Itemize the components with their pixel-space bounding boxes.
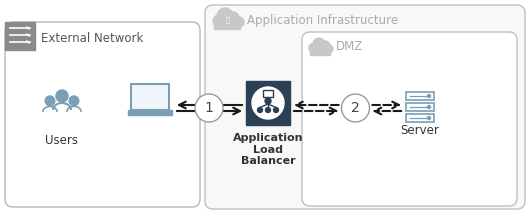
Text: Server: Server — [401, 124, 439, 137]
Bar — [406, 114, 434, 122]
Circle shape — [45, 96, 55, 106]
Bar — [131, 84, 169, 110]
Circle shape — [234, 17, 244, 27]
Circle shape — [428, 95, 430, 98]
FancyBboxPatch shape — [302, 32, 517, 206]
Bar — [5, 22, 35, 50]
Circle shape — [69, 96, 79, 106]
Text: DMZ: DMZ — [336, 40, 363, 52]
Circle shape — [195, 94, 223, 122]
Circle shape — [266, 107, 270, 113]
Circle shape — [227, 12, 239, 24]
Text: External Network: External Network — [41, 31, 144, 45]
Circle shape — [56, 90, 68, 102]
Circle shape — [341, 94, 369, 122]
FancyBboxPatch shape — [5, 22, 200, 207]
FancyBboxPatch shape — [205, 5, 525, 209]
Circle shape — [313, 38, 325, 50]
Circle shape — [273, 107, 278, 113]
Circle shape — [320, 41, 330, 51]
Text: 2: 2 — [351, 101, 360, 115]
Text: ⚿: ⚿ — [226, 17, 230, 23]
Bar — [406, 92, 434, 100]
Circle shape — [428, 106, 430, 108]
Bar — [128, 110, 172, 115]
Bar — [406, 103, 434, 111]
Bar — [263, 90, 273, 97]
Circle shape — [252, 87, 284, 119]
Text: Application Infrastructure: Application Infrastructure — [247, 13, 398, 27]
Bar — [214, 22, 240, 29]
Circle shape — [217, 8, 233, 24]
Circle shape — [428, 116, 430, 119]
Circle shape — [258, 107, 262, 113]
Circle shape — [325, 45, 333, 53]
Text: Application
Load
Balancer: Application Load Balancer — [233, 133, 303, 166]
Circle shape — [213, 15, 225, 27]
Bar — [246, 81, 290, 125]
Circle shape — [265, 98, 271, 104]
Text: Users: Users — [46, 134, 78, 147]
Circle shape — [309, 43, 319, 53]
Bar — [310, 49, 330, 55]
Text: 1: 1 — [205, 101, 214, 115]
